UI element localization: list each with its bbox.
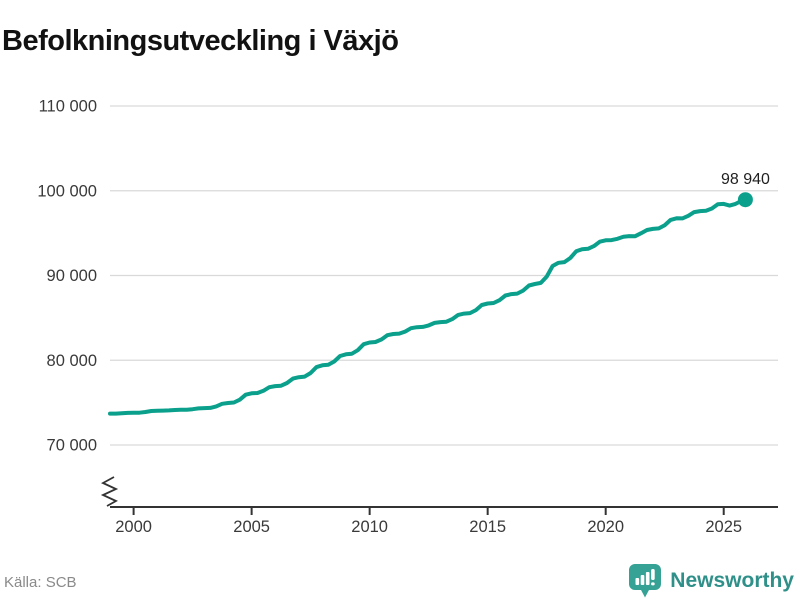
source-caption: Källa: SCB [4, 574, 77, 591]
axis-break-icon [100, 476, 119, 507]
y-tick-label: 110 000 [39, 98, 97, 116]
newsworthy-wordmark: Newsworthy [670, 568, 794, 592]
population-series-line [108, 197, 748, 416]
x-tick-label: 2005 [233, 518, 270, 536]
latest-value-dot [737, 192, 753, 208]
x-tick-label: 2000 [115, 518, 152, 536]
y-tick-label: 90 000 [47, 267, 97, 285]
y-tick-label: 80 000 [47, 352, 97, 370]
newsworthy-speech-bubble-chart-icon [629, 564, 662, 598]
x-tick-label: 2025 [705, 518, 742, 536]
newsworthy-logo: Newsworthy [628, 563, 794, 598]
latest-value-label: 98 940 [720, 170, 770, 188]
x-tick-label: 2015 [469, 518, 506, 536]
x-tick-label: 2010 [351, 518, 388, 536]
x-tick-label: 2020 [587, 518, 624, 536]
y-tick-label: 100 000 [37, 182, 97, 200]
chart-title: Befolkningsutveckling i Växjö [2, 25, 399, 58]
y-tick-label: 70 000 [47, 437, 97, 455]
